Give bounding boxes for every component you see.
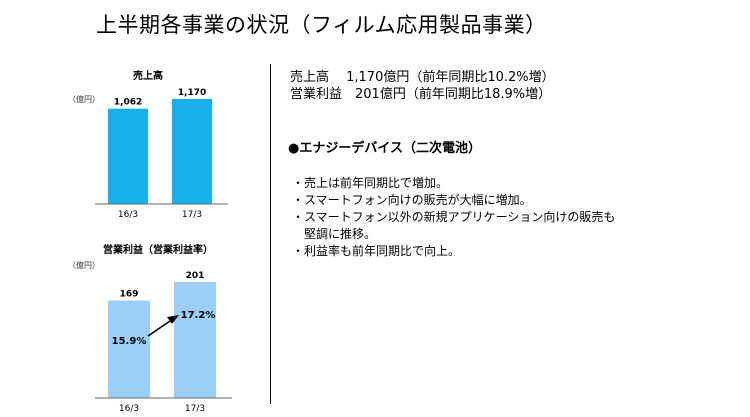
sales-bar: [172, 99, 212, 204]
charts-svg: 1,062 16/3 1,170 17/3 169 16/3 201 17/3 15.9% 17.…: [95, 88, 232, 414]
sales-x-tick-label: 16/3: [118, 210, 138, 220]
page-title: 上半期各事業の状況（フィルム応用製品事業）: [96, 13, 547, 37]
list-item: ・売上は前年同期比で増加。: [292, 176, 449, 190]
sales-x-tick-label: 17/3: [182, 210, 202, 220]
bullet-text: スマートフォン以外の新規アプリケーション向けの販売も 堅調に推移。: [304, 210, 616, 241]
profit-chart-unit: （億円）: [68, 261, 100, 270]
margin-arrow-line: [147, 318, 174, 337]
sales-chart-title: 売上高: [133, 71, 163, 82]
sales-value-label: 1,170: [178, 88, 206, 98]
summary-profit-line: 営業利益 201億円（前年同期比18.9%増）: [290, 87, 552, 102]
list-item: ・スマートフォン以外の新規アプリケーション向けの販売も 堅調に推移。: [292, 210, 616, 241]
segment-title: ●エナジーデバイス（二次電池）: [288, 141, 481, 156]
margin-arrow-head: [167, 315, 179, 324]
profit-x-tick-label: 17/3: [185, 404, 205, 414]
bullet-list: ・売上は前年同期比で増加。 ・スマートフォン向けの販売が大幅に増加。 ・スマート…: [292, 175, 692, 260]
vertical-divider: [270, 64, 271, 404]
profit-x-tick-label: 16/3: [119, 404, 139, 414]
profit-bar: [108, 300, 150, 398]
profit-bar: [174, 282, 216, 398]
profit-chart-title: 営業利益（営業利益率）: [103, 245, 213, 256]
sales-bar: [108, 108, 148, 204]
sales-chart-unit: （億円）: [68, 95, 100, 104]
list-item: ・スマートフォン向けの販売が大幅に増加。: [292, 193, 532, 207]
bullet-text: 利益率も前年同期比で向上。: [304, 244, 461, 258]
summary-block: 売上高 1,170億円（前年同期比10.2%増） 営業利益 201億円（前年同期…: [290, 69, 555, 103]
summary-sales-line: 売上高 1,170億円（前年同期比10.2%増）: [290, 70, 555, 85]
sales-value-label: 1,062: [114, 98, 142, 108]
profit-value-label: 169: [120, 289, 139, 299]
margin-label: 15.9%: [112, 336, 147, 347]
list-item: ・利益率も前年同期比で向上。: [292, 244, 461, 258]
margin-label: 17.2%: [181, 310, 216, 321]
profit-value-label: 201: [186, 271, 205, 281]
bullet-text: 売上は前年同期比で増加。: [304, 176, 449, 190]
bullet-text: スマートフォン向けの販売が大幅に増加。: [304, 193, 532, 207]
